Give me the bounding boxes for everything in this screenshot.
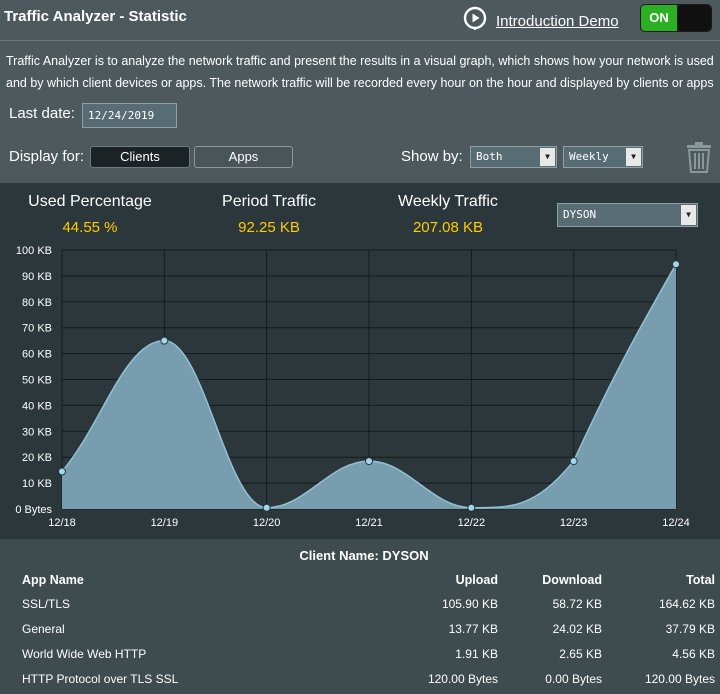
app-name-cell: SSL/TLS [22,596,71,611]
chevron-down-icon: ▼ [626,148,641,166]
period-traffic-value: 92.25 KB [238,219,300,236]
x-tick-label: 12/24 [662,517,690,529]
toggle-knob [677,5,711,31]
used-percentage-stat: Used Percentage 44.55 % [20,193,160,236]
y-tick-label: 0 Bytes [15,504,52,516]
show-by-label: Show by: [401,148,463,165]
download-cell: 24.02 KB [552,621,602,636]
data-point [467,503,476,512]
y-tick-label: 70 KB [22,323,52,335]
total-cell: 164.62 KB [658,596,715,611]
data-point [672,260,680,269]
download-cell: 58.72 KB [552,596,602,611]
upload-cell: 120.00 Bytes [427,671,498,686]
table-row[interactable]: HTTP Protocol over TLS SSL 120.00 Bytes … [14,666,715,691]
data-point [58,467,66,476]
description-line: and by which client devices or apps. The… [6,76,714,90]
page-title: Traffic Analyzer - Statistic [4,8,187,25]
description-line: Traffic Analyzer is to analyze the netwo… [6,54,714,68]
data-point [160,336,169,345]
y-tick-label: 10 KB [22,478,52,490]
client-name-heading: Client Name: DYSON [299,548,429,563]
toggle-on-label: ON [641,5,677,31]
upload-cell: 13.77 KB [448,621,498,636]
client-select-value: DYSON [563,208,597,221]
introduction-demo-link[interactable]: Introduction Demo [496,13,619,30]
y-tick-label: 20 KB [22,452,52,464]
column-header-app-name: App Name [22,573,84,587]
period-traffic-label: Period Traffic [222,193,316,210]
table-header-row: App Name Upload Download Total [14,569,715,591]
period-value: Weekly [569,150,609,163]
total-cell: 4.56 KB [672,646,715,661]
client-select[interactable]: DYSON ▼ [557,203,698,227]
apps-button[interactable]: Apps [194,146,293,168]
data-point [365,457,373,466]
x-tick-label: 12/18 [48,517,76,529]
chevron-down-icon: ▼ [540,148,555,166]
x-tick-label: 12/19 [151,517,179,529]
period-traffic-stat: Period Traffic 92.25 KB [200,193,338,236]
used-percentage-value: 44.55 % [62,219,118,236]
x-tick-label: 12/22 [458,517,486,529]
clients-button[interactable]: Clients [90,146,190,168]
chevron-down-icon: ▼ [681,205,696,225]
app-name-cell: HTTP Protocol over TLS SSL [22,671,179,686]
y-tick-label: 30 KB [22,426,52,438]
description: Traffic Analyzer is to analyze the netwo… [6,50,720,94]
data-point [569,457,578,466]
app-name-cell: World Wide Web HTTP [22,646,147,661]
x-tick-label: 12/23 [560,517,588,529]
period-select[interactable]: Weekly ▼ [563,146,643,168]
last-date-label: Last date: [9,105,75,122]
weekly-traffic-value: 207.08 KB [412,219,484,236]
x-tick-label: 12/21 [355,517,383,529]
download-cell: 0.00 Bytes [545,671,602,686]
data-point [262,503,271,512]
total-cell: 37.79 KB [665,621,715,636]
table-row[interactable]: General 13.77 KB 24.02 KB 37.79 KB [14,616,715,641]
column-header-upload: Upload [455,573,498,587]
y-tick-label: 90 KB [22,271,52,283]
weekly-traffic-label: Weekly Traffic [398,193,498,210]
total-cell: 120.00 Bytes [644,671,715,686]
weekly-traffic-stat: Weekly Traffic 207.08 KB [378,193,518,236]
show-by-select[interactable]: Both ▼ [470,146,557,168]
upload-cell: 105.90 KB [441,596,498,611]
app-traffic-table: App Name Upload Download Total SSL/TLS 1… [14,569,715,691]
column-header-download: Download [542,573,602,587]
used-percentage-label: Used Percentage [28,193,152,210]
table-row[interactable]: World Wide Web HTTP 1.91 KB 2.65 KB 4.56… [14,641,715,666]
y-tick-label: 100 KB [16,245,52,257]
play-video-icon[interactable] [463,6,487,30]
table-row[interactable]: SSL/TLS 105.90 KB 58.72 KB 164.62 KB [14,591,715,616]
last-date-input[interactable]: 12/24/2019 [82,103,177,128]
x-tick-label: 12/20 [253,517,281,529]
traffic-area [62,264,676,509]
y-tick-label: 40 KB [22,400,52,412]
display-for-label: Display for: [9,148,85,165]
y-tick-label: 50 KB [22,375,52,387]
traffic-analyzer-toggle[interactable]: ON [640,4,712,32]
app-name-cell: General [22,621,65,636]
y-tick-label: 60 KB [22,349,52,361]
app-table-panel [0,539,720,694]
show-by-value: Both [476,150,503,163]
header-divider [0,40,720,41]
trash-icon[interactable] [684,141,714,173]
column-header-total: Total [686,573,715,587]
download-cell: 2.65 KB [559,646,602,661]
y-tick-label: 80 KB [22,297,52,309]
upload-cell: 1.91 KB [455,646,498,661]
traffic-chart: 0 Bytes 10 KB 20 KB 30 KB 40 KB 50 KB 60 KB 70 … [15,245,690,529]
